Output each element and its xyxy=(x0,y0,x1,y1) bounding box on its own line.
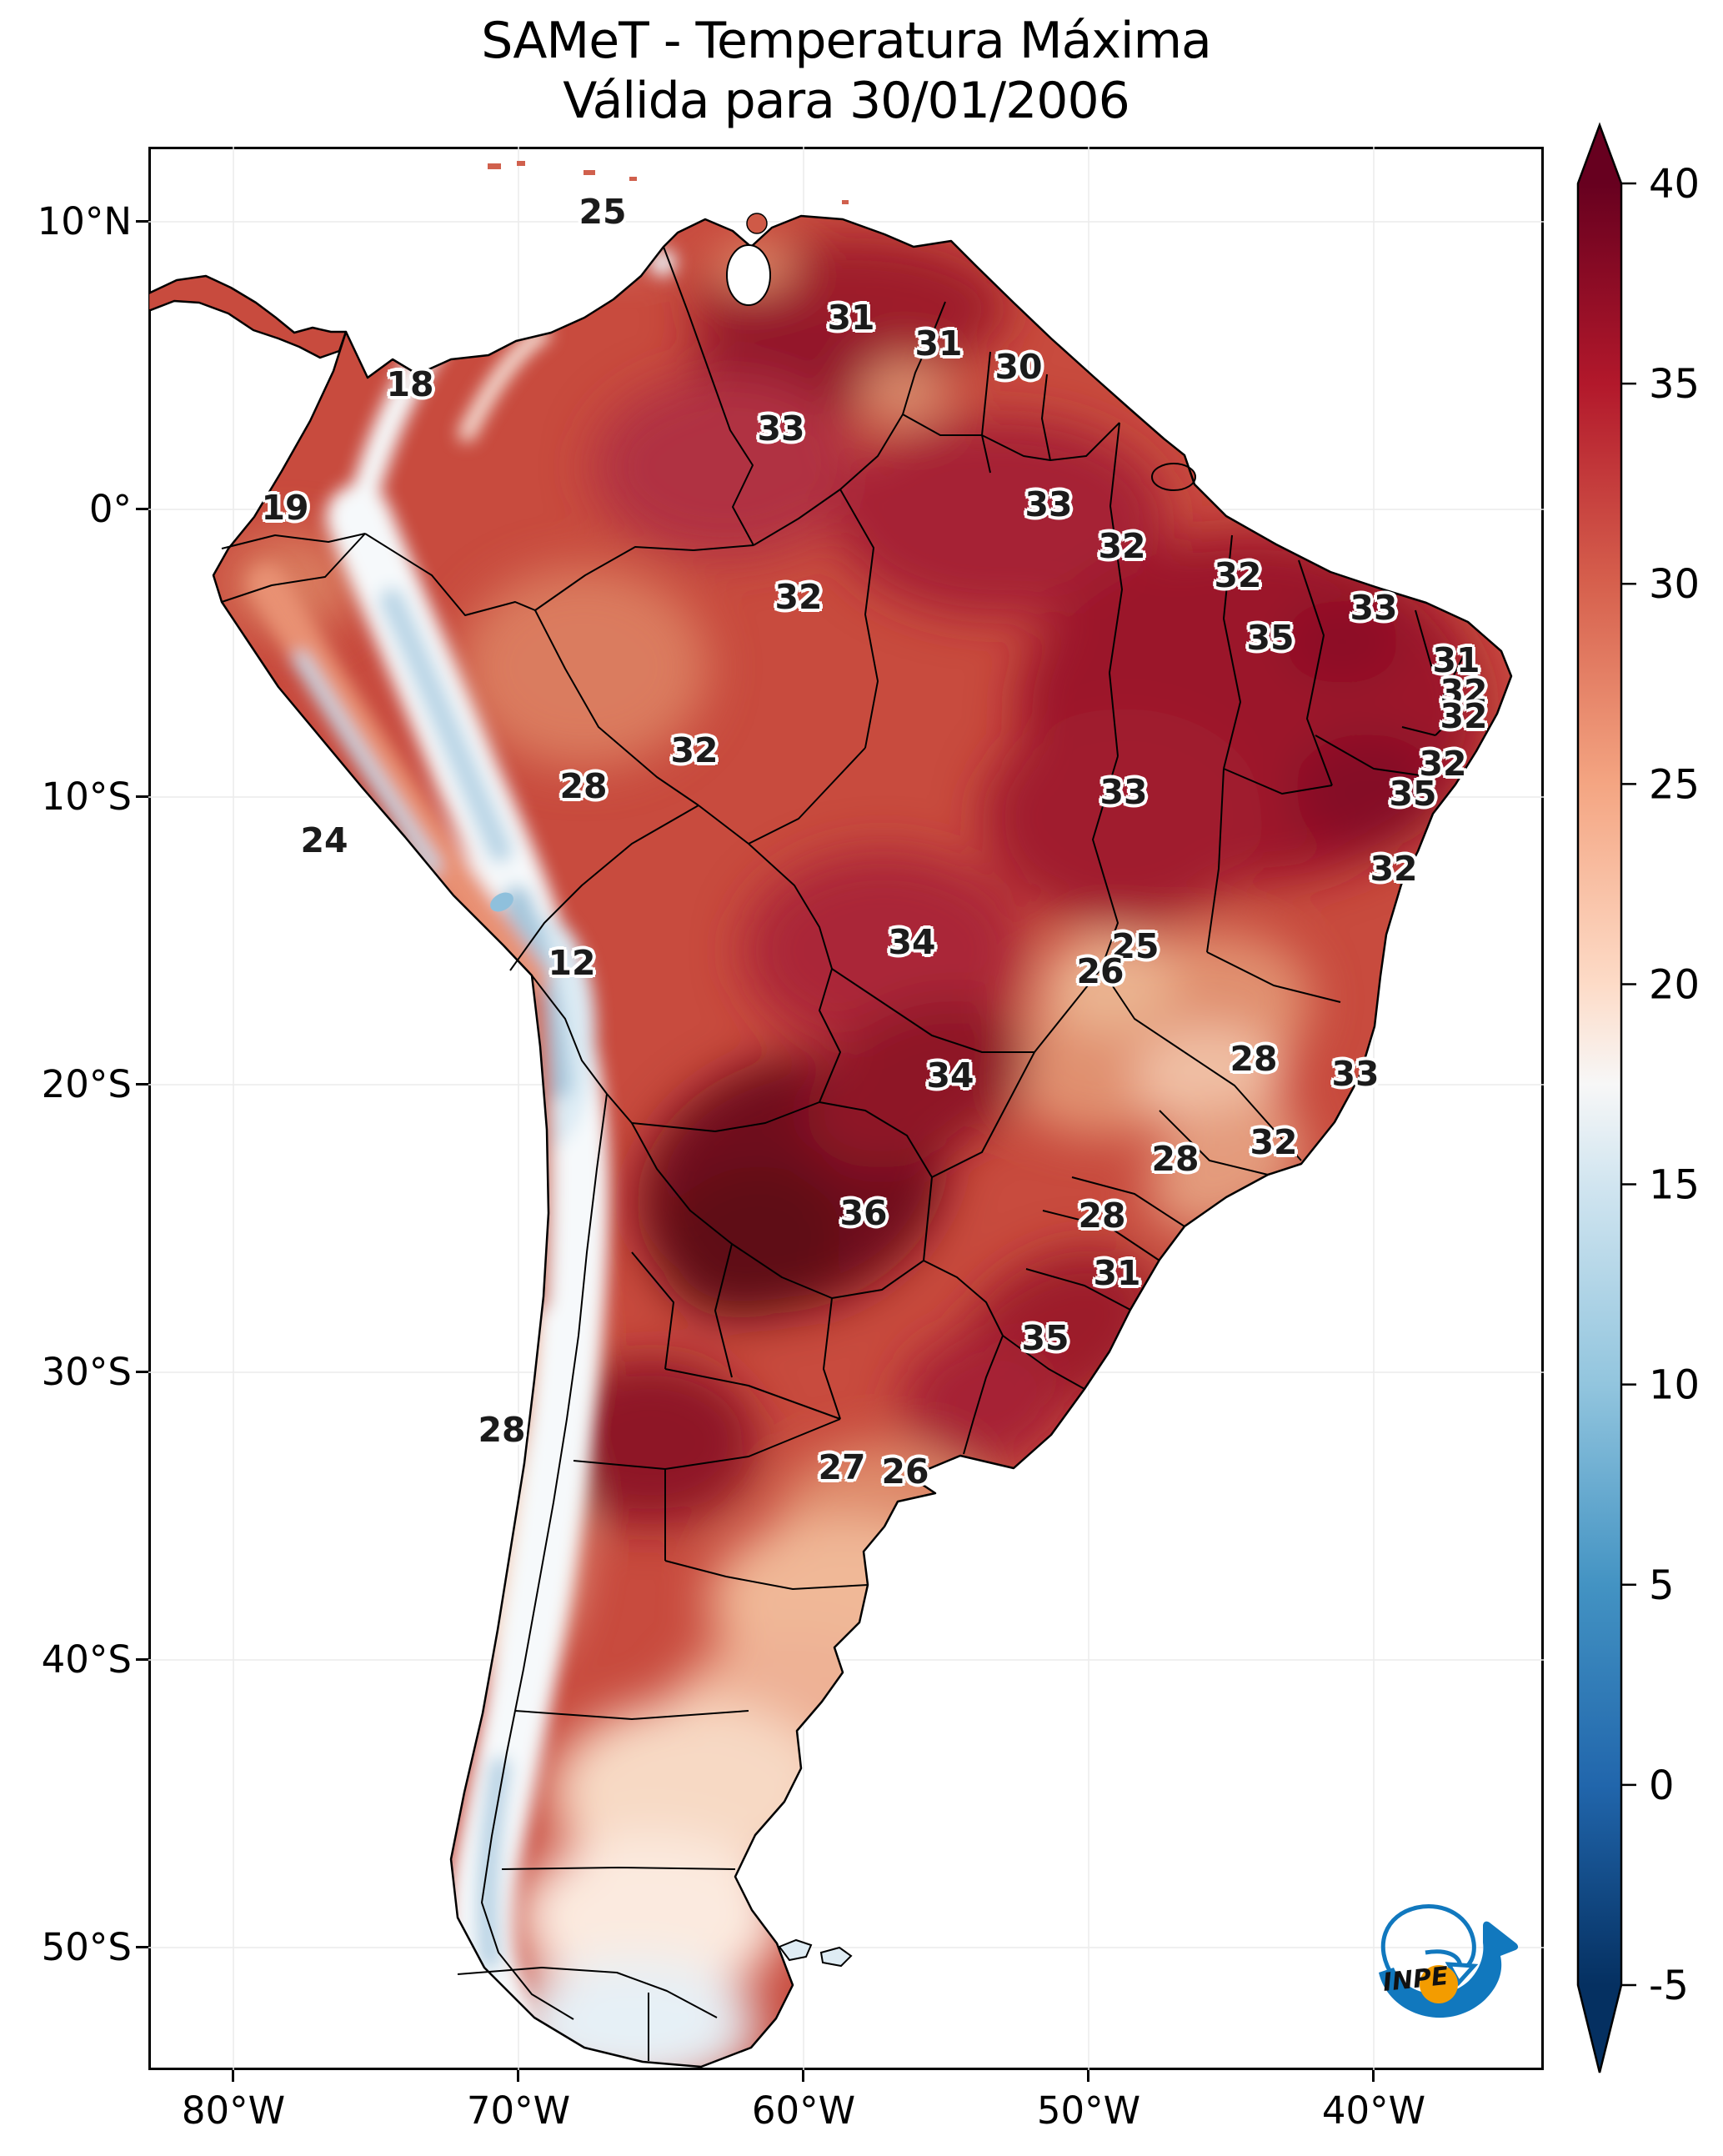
lon-tick-label: 80°W xyxy=(181,2088,286,2133)
lon-tick-mark xyxy=(517,2070,519,2082)
logo-orbit-outline xyxy=(1380,1904,1476,1979)
lat-tick-mark xyxy=(136,220,148,223)
lat-tick-mark xyxy=(136,795,148,798)
temperature-colorbar: 40 35 30 25 20 15 10 5 0 -5 xyxy=(1576,122,1700,2073)
lat-tick-label: 0° xyxy=(88,487,132,531)
logo-orange-dot xyxy=(1420,1965,1458,2003)
political-borders xyxy=(221,246,1478,2061)
lat-tick-mark xyxy=(136,1371,148,1373)
south-america-temperature-map xyxy=(148,147,1544,2070)
lat-tick-label: 10°N xyxy=(37,199,132,243)
colorbar-tick-label: 40 xyxy=(1649,161,1700,208)
lon-tick-mark xyxy=(802,2070,804,2082)
islands-and-lakes xyxy=(488,161,853,1968)
lon-tick-label: 40°W xyxy=(1321,2088,1426,2133)
colorbar-over-arrow xyxy=(1578,125,1621,183)
lat-tick-label: 30°S xyxy=(41,1350,132,1394)
logo-inpe-text: INPE xyxy=(1381,1962,1450,1998)
colorbar-tick-label: 10 xyxy=(1649,1362,1700,1409)
lon-tick-mark xyxy=(232,2070,234,2082)
lat-tick-mark xyxy=(136,1658,148,1661)
lon-tick-mark xyxy=(1087,2070,1089,2082)
logo-swoosh-arrow xyxy=(1379,1921,1519,2018)
colorbar-tick-label: 20 xyxy=(1649,961,1700,1008)
lon-tick-label: 50°W xyxy=(1036,2088,1141,2133)
lon-tick-label: 70°W xyxy=(466,2088,571,2133)
inpe-logo: INPE xyxy=(1379,1904,1519,2018)
lat-tick-mark xyxy=(136,1946,148,1948)
figure-title-line2: Válida para 30/01/2006 xyxy=(563,72,1130,130)
lat-tick-mark xyxy=(136,508,148,510)
lon-tick-label: 60°W xyxy=(751,2088,856,2133)
colorbar-tick-label: 0 xyxy=(1649,1762,1675,1809)
colorbar-tick-label: 5 xyxy=(1649,1562,1675,1609)
lat-tick-label: 50°S xyxy=(41,1925,132,1969)
colorbar-tick-label: -5 xyxy=(1649,1963,1689,2009)
lat-tick-label: 40°S xyxy=(41,1637,132,1682)
lat-tick-label: 10°S xyxy=(41,775,132,819)
colorbar-tick-label: 25 xyxy=(1649,761,1700,808)
lat-tick-label: 20°S xyxy=(41,1062,132,1106)
colorbar-ticks: 40 35 30 25 20 15 10 5 0 -5 xyxy=(1621,161,1700,2009)
colorbar-tick-label: 15 xyxy=(1649,1162,1700,1209)
lon-tick-mark xyxy=(1372,2070,1375,2082)
figure-title-line1: SAMeT - Temperatura Máxima xyxy=(481,12,1212,70)
colorbar-tick-label: 30 xyxy=(1649,561,1700,608)
temperature-raster xyxy=(148,216,1511,2067)
colorbar-under-arrow xyxy=(1578,1985,1621,2073)
lat-tick-mark xyxy=(136,1083,148,1086)
colorbar-tick-label: 35 xyxy=(1649,361,1700,408)
